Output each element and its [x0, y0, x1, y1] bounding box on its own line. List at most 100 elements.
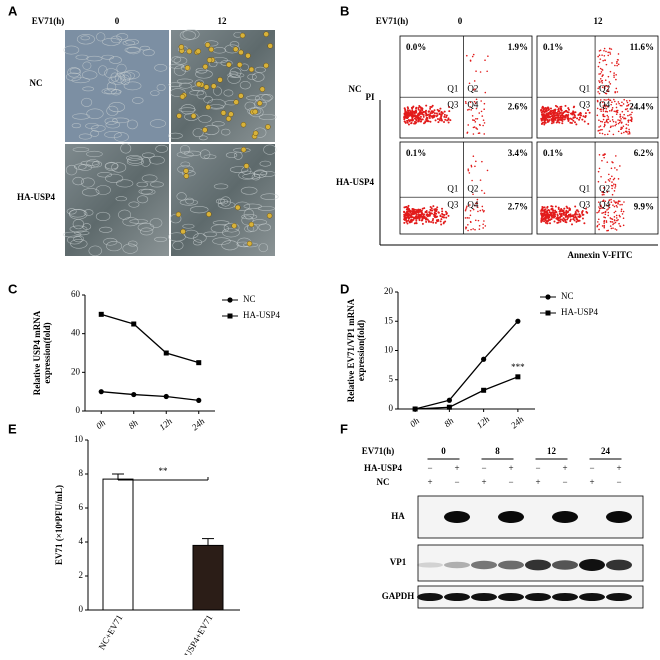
event-dot	[554, 111, 557, 114]
timepoint: 24	[601, 446, 611, 456]
event-dot	[544, 115, 547, 118]
event-dot	[473, 119, 476, 122]
percentage: 24.4%	[629, 101, 654, 111]
event-dot	[419, 120, 422, 123]
event-dot	[611, 107, 614, 109]
event-dot	[614, 183, 617, 186]
cell	[225, 152, 238, 158]
event-dot	[574, 215, 577, 218]
event-dot	[484, 59, 486, 62]
event-dot	[424, 110, 427, 113]
event-dot	[552, 120, 555, 123]
event-dot	[404, 213, 407, 216]
cell	[182, 223, 195, 229]
event-dot	[611, 175, 613, 178]
event-dot	[470, 109, 472, 111]
event-dot	[604, 92, 607, 95]
cell	[259, 160, 272, 167]
event-dot	[602, 115, 605, 117]
sign: +	[481, 477, 486, 487]
event-dot	[418, 105, 421, 108]
event-dot	[465, 54, 468, 57]
event-dot	[443, 120, 446, 123]
event-dot	[599, 125, 602, 127]
event-dot	[465, 226, 468, 229]
rounded-cell	[252, 130, 259, 136]
condition-label: NC	[377, 477, 390, 487]
event-dot	[419, 106, 422, 109]
event-dot	[598, 228, 600, 231]
event-dot	[614, 124, 616, 127]
rounded-cell	[183, 173, 190, 179]
cell	[263, 144, 277, 155]
event-dot	[619, 115, 622, 118]
event-dot	[608, 130, 611, 132]
event-dot	[598, 154, 601, 156]
event-dot	[436, 220, 439, 223]
event-dot	[475, 202, 477, 205]
event-dot	[555, 114, 558, 117]
cell	[220, 196, 231, 207]
event-dot	[582, 115, 585, 118]
event-dot	[615, 204, 618, 207]
event-dot	[417, 106, 420, 109]
legend-marker	[545, 310, 551, 316]
event-dot	[475, 160, 477, 163]
event-dot	[406, 222, 409, 225]
event-dot	[581, 210, 584, 213]
event-dot	[603, 47, 606, 50]
event-dot	[542, 114, 545, 117]
event-dot	[474, 121, 477, 123]
event-dot	[403, 120, 406, 123]
event-dot	[418, 210, 421, 213]
event-dot	[442, 216, 445, 219]
event-dot	[607, 229, 610, 232]
cell	[253, 169, 267, 178]
band	[417, 562, 443, 568]
cell	[126, 119, 138, 130]
event-dot	[471, 179, 473, 182]
cell	[99, 226, 113, 233]
event-dot	[411, 212, 414, 215]
event-dot	[578, 219, 581, 222]
cell	[95, 211, 111, 222]
rounded-cell	[235, 204, 241, 211]
rounded-cell	[202, 127, 208, 133]
event-dot	[472, 133, 475, 135]
event-dot	[611, 187, 613, 190]
event-dot	[421, 111, 424, 114]
event-dot	[597, 65, 600, 68]
event-dot	[611, 218, 614, 220]
rounded-cell	[239, 32, 246, 39]
cell	[198, 115, 212, 123]
cell	[215, 198, 226, 204]
event-dot	[408, 113, 411, 116]
quadrant-label: Q2	[467, 183, 478, 193]
event-dot	[567, 108, 570, 111]
event-dot	[612, 227, 614, 229]
cell	[90, 130, 99, 137]
cell	[108, 75, 126, 85]
event-dot	[562, 219, 565, 222]
event-dot	[410, 112, 413, 115]
cell	[181, 64, 191, 72]
event-dot	[606, 133, 609, 136]
cell	[127, 156, 144, 164]
event-dot	[615, 214, 618, 217]
event-dot	[603, 153, 606, 155]
event-dot	[569, 220, 572, 223]
event-dot	[405, 220, 408, 223]
event-dot	[440, 118, 443, 121]
cell	[69, 209, 87, 218]
event-dot	[473, 100, 476, 103]
header: EV71(h)	[376, 16, 409, 26]
event-dot	[619, 215, 621, 218]
event-dot	[627, 114, 629, 117]
event-dot	[555, 121, 558, 124]
row-label: HA-USP4	[17, 192, 55, 202]
event-dot	[617, 200, 620, 202]
rounded-cell	[263, 31, 269, 37]
event-dot	[557, 107, 560, 110]
event-dot	[546, 206, 549, 209]
event-dot	[603, 193, 605, 196]
